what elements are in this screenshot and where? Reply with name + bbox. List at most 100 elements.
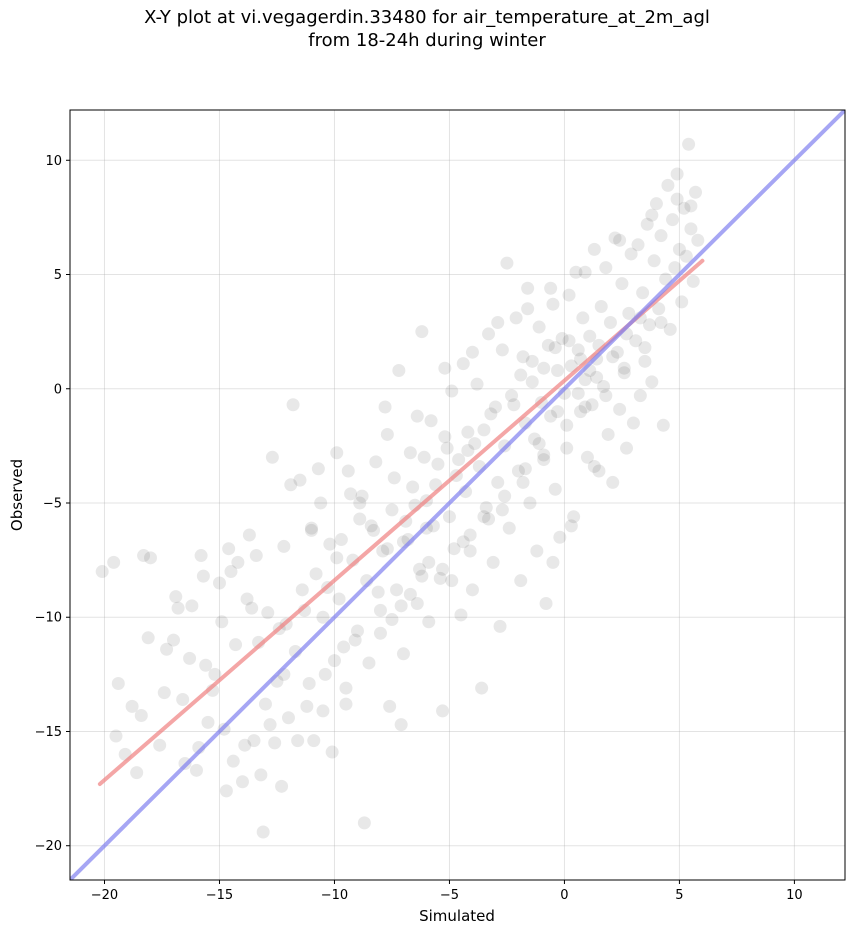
data-point [682, 137, 696, 151]
data-point [208, 667, 222, 681]
data-point [456, 357, 470, 371]
data-point [316, 610, 330, 624]
data-point [141, 631, 155, 645]
data-point [445, 574, 459, 588]
data-point [440, 441, 454, 455]
data-point [562, 334, 576, 348]
data-point [378, 400, 392, 414]
data-point [643, 318, 657, 332]
data-point [403, 446, 417, 460]
data-point [670, 192, 684, 206]
data-point [413, 562, 427, 576]
data-point [521, 281, 535, 295]
data-point [422, 615, 436, 629]
identity-line [70, 110, 845, 880]
data-point [307, 734, 321, 748]
data-point [433, 571, 447, 585]
data-point [546, 297, 560, 311]
data-point [622, 306, 636, 320]
data-point [500, 256, 514, 270]
data-point [656, 418, 670, 432]
data-point [567, 510, 581, 524]
data-point [551, 363, 565, 377]
data-point [438, 361, 452, 375]
data-point [137, 549, 151, 563]
data-point [666, 213, 680, 227]
data-point [479, 501, 493, 515]
data-point [357, 816, 371, 830]
data-point [548, 341, 562, 355]
data-point [431, 457, 445, 471]
data-point [334, 533, 348, 547]
data-point [597, 379, 611, 393]
data-point [493, 619, 507, 633]
data-point [291, 734, 305, 748]
data-point [445, 384, 459, 398]
data-point [677, 201, 691, 215]
data-point [518, 462, 532, 476]
data-point [265, 450, 279, 464]
data-point [663, 322, 677, 336]
data-point [332, 592, 346, 606]
data-point [548, 482, 562, 496]
data-point [486, 555, 500, 569]
data-point [109, 729, 123, 743]
data-point [463, 528, 477, 542]
data-point [157, 686, 171, 700]
data-point [675, 295, 689, 309]
data-point [199, 658, 213, 672]
data-point [668, 261, 682, 275]
data-point [339, 697, 353, 711]
data-point [624, 247, 638, 261]
data-point [509, 311, 523, 325]
data-point [327, 654, 341, 668]
data-point [620, 441, 634, 455]
data-point [645, 208, 659, 222]
data-point [293, 473, 307, 487]
data-point [268, 736, 282, 750]
data-point [640, 217, 654, 231]
x-tick-label: 10 [786, 888, 803, 903]
data-point [482, 327, 496, 341]
data-point [532, 320, 546, 334]
data-point [286, 398, 300, 412]
data-point [537, 361, 551, 375]
data-point [544, 409, 558, 423]
y-tick-label: −5 [43, 496, 62, 511]
data-point [580, 450, 594, 464]
data-point [647, 254, 661, 268]
data-point [638, 354, 652, 368]
data-point [107, 555, 121, 569]
data-point [171, 601, 185, 615]
data-point [574, 405, 588, 419]
plot-frame [69, 109, 846, 881]
data-point [629, 334, 643, 348]
data-point [166, 633, 180, 647]
data-point [541, 338, 555, 352]
data-point [348, 633, 362, 647]
data-point [569, 265, 583, 279]
data-point [495, 343, 509, 357]
data-point [242, 528, 256, 542]
data-point [309, 567, 323, 581]
data-point [587, 459, 601, 473]
data-point [383, 699, 397, 713]
data-point [495, 503, 509, 517]
data-point [638, 341, 652, 355]
x-tick-label: 0 [560, 888, 568, 903]
data-point [436, 562, 450, 576]
data-point [613, 402, 627, 416]
data-point [537, 448, 551, 462]
data-point [111, 677, 125, 691]
data-point [245, 601, 259, 615]
data-point [183, 651, 197, 665]
data-point [626, 416, 640, 430]
data-point [277, 539, 291, 553]
data-point [330, 446, 344, 460]
data-point [679, 249, 693, 263]
data-point [521, 302, 535, 316]
data-point [247, 734, 261, 748]
data-point [325, 745, 339, 759]
chart-subtitle: from 18-24h during winter [308, 30, 546, 51]
data-point [514, 574, 528, 588]
